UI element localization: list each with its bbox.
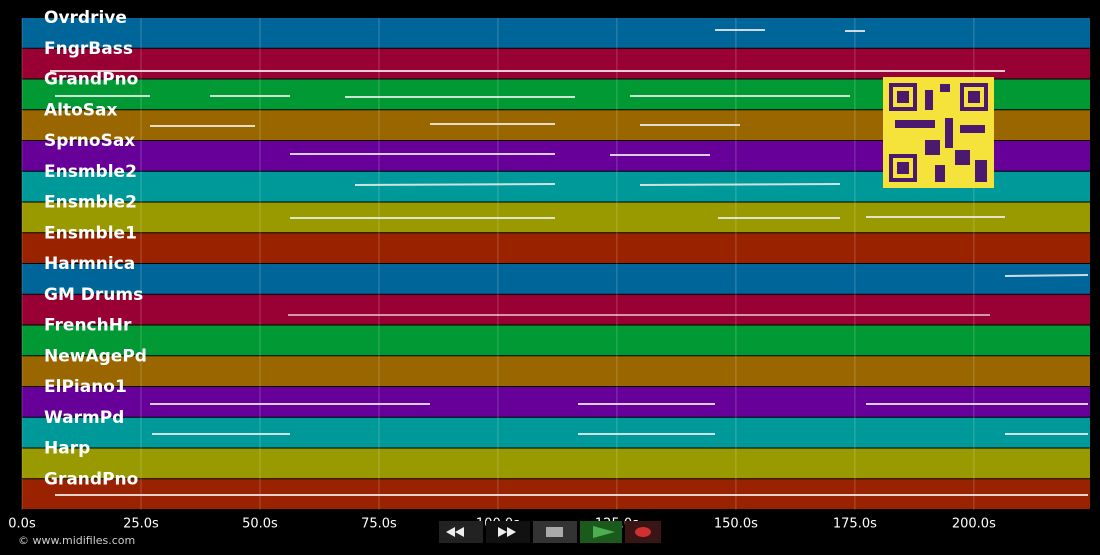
track-name: GM Drums xyxy=(44,285,143,305)
notes xyxy=(50,29,1089,496)
time-tick-label: 25.0s xyxy=(123,517,159,532)
time-tick-label: 200.0s xyxy=(952,517,996,532)
time-tick-label: 50.0s xyxy=(242,517,278,532)
grid xyxy=(21,18,975,510)
qr-module xyxy=(955,150,970,165)
track-name: WarmPd xyxy=(44,408,124,428)
note xyxy=(354,183,556,186)
track-lane xyxy=(22,387,1090,417)
qr-module xyxy=(975,160,987,182)
fast-forward-button[interactable] xyxy=(486,521,530,543)
stop-icon xyxy=(546,527,563,537)
track-lane xyxy=(22,18,1090,48)
time-tick-label: 0.0s xyxy=(8,517,36,532)
record-button[interactable] xyxy=(625,521,661,543)
rewind-button[interactable] xyxy=(439,521,483,543)
track-name: FrenchHr xyxy=(44,316,132,336)
time-tick-label: 150.0s xyxy=(714,517,758,532)
note xyxy=(1004,274,1089,277)
track-name: AltoSax xyxy=(44,100,118,120)
record-icon xyxy=(635,527,651,537)
qr-module xyxy=(935,165,945,182)
time-tick-label: 75.0s xyxy=(361,517,397,532)
time-tick-label: 175.0s xyxy=(833,517,877,532)
rewind-icon xyxy=(446,527,464,537)
qr-code xyxy=(883,77,994,188)
track-name: FngrBass xyxy=(44,39,133,59)
qr-finder-core xyxy=(897,91,909,103)
track-name: GrandPno xyxy=(44,469,138,489)
track-name: Ensmble2 xyxy=(44,193,137,213)
note xyxy=(639,183,841,186)
qr-module xyxy=(960,125,985,133)
track-lane xyxy=(22,417,1090,448)
track-name: Ensmble1 xyxy=(44,223,137,243)
footer-credit: © www.midifiles.com xyxy=(18,534,135,547)
track-name: GrandPno xyxy=(44,70,138,90)
stop-button[interactable] xyxy=(533,521,577,543)
track-name: Harmnica xyxy=(44,254,135,274)
fast-forward-icon xyxy=(498,527,516,537)
qr-module xyxy=(925,140,940,155)
track-name: ElPiano1 xyxy=(44,377,127,397)
track-name: SprnoSax xyxy=(44,131,135,151)
qr-module xyxy=(945,118,953,148)
qr-finder-core xyxy=(968,91,980,103)
track-lane xyxy=(22,325,1090,356)
play-icon xyxy=(593,526,615,538)
track-lane xyxy=(22,233,1090,263)
track-name: NewAgePd xyxy=(44,346,147,366)
qr-module xyxy=(895,120,935,128)
qr-module xyxy=(925,90,933,110)
play-button[interactable] xyxy=(580,521,622,543)
track-lane xyxy=(22,48,1090,79)
track-name: Ovrdrive xyxy=(44,8,127,28)
track-name: Ensmble2 xyxy=(44,162,137,182)
transport-controls xyxy=(439,521,661,543)
track-lane xyxy=(22,264,1090,294)
qr-module xyxy=(940,84,950,92)
track-labels: Ovrdrive FngrBass GrandPno AltoSax SprnoSax E… xyxy=(44,8,147,489)
track-lane xyxy=(22,448,1090,479)
track-lane xyxy=(22,356,1090,386)
qr-finder-core xyxy=(897,162,909,174)
track-lane xyxy=(22,294,1090,325)
track-name: Harp xyxy=(44,439,90,459)
